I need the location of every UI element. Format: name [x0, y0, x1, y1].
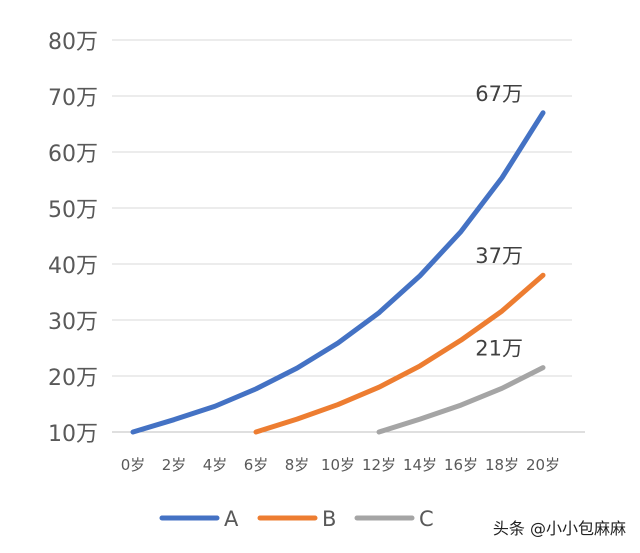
data-labels: 67万 37万 21万 [475, 82, 523, 361]
x-axis-ticks: 0岁 2岁 4岁 6岁 8岁 10岁 12岁 14岁 16岁 18岁 20岁 [121, 456, 560, 474]
gridlines [112, 39, 572, 377]
watermark: 头条 @小小包麻麻 [492, 519, 626, 538]
legend: A B C [159, 507, 434, 531]
y-tick-label: 40万 [48, 254, 98, 279]
y-tick-label: 10万 [48, 422, 98, 447]
legend-label-C: C [419, 507, 434, 531]
legend-label-A: A [224, 507, 239, 531]
x-tick-label: 6岁 [244, 456, 269, 474]
data-label-A: 67万 [475, 82, 523, 106]
x-tick-label: 4岁 [203, 456, 228, 474]
x-tick-label: 12岁 [362, 456, 396, 474]
series-line-A [130, 110, 546, 435]
x-tick-label: 0岁 [121, 456, 146, 474]
x-tick-label: 10岁 [321, 456, 355, 474]
x-tick-label: 14岁 [403, 456, 437, 474]
y-tick-label: 60万 [48, 142, 98, 167]
x-tick-label: 18岁 [485, 456, 519, 474]
series-lines [130, 110, 546, 435]
series-line-C [376, 365, 546, 435]
x-tick-label: 20岁 [526, 456, 560, 474]
y-tick-label: 20万 [48, 366, 98, 391]
y-tick-label: 80万 [48, 30, 98, 55]
legend-label-B: B [322, 507, 336, 531]
series-line-B [253, 272, 546, 435]
y-tick-label: 50万 [48, 198, 98, 223]
y-axis-ticks: 10万 20万 30万 40万 50万 60万 70万 80万 [48, 30, 98, 447]
x-tick-label: 2岁 [162, 456, 187, 474]
data-label-C: 21万 [475, 337, 523, 361]
data-label-B: 37万 [475, 244, 523, 268]
x-tick-label: 8岁 [285, 456, 310, 474]
x-tick-label: 16岁 [444, 456, 478, 474]
y-tick-label: 70万 [48, 86, 98, 111]
y-tick-label: 30万 [48, 310, 98, 335]
